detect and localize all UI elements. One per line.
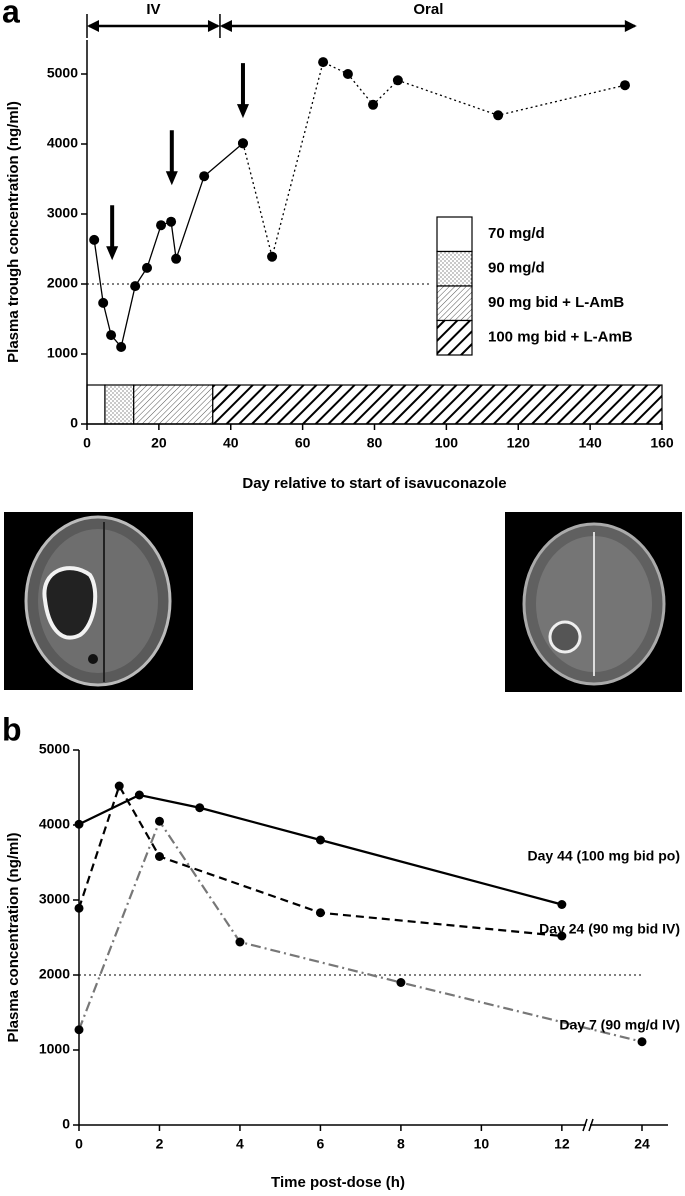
data-point bbox=[392, 75, 403, 86]
mri-image-right bbox=[505, 512, 682, 692]
x-tick-label: 2 bbox=[156, 1136, 164, 1152]
dose-arrow-head bbox=[106, 246, 119, 261]
x-tick-label: 80 bbox=[367, 435, 383, 451]
data-point bbox=[619, 80, 630, 91]
x-tick-label: 8 bbox=[397, 1136, 405, 1152]
data-point bbox=[154, 852, 164, 861]
data-point bbox=[315, 835, 325, 845]
data-point bbox=[342, 69, 353, 79]
x-tick-label: 100 bbox=[435, 435, 459, 451]
panel-label: b bbox=[2, 711, 22, 747]
y-axis-title: Plasma concentration (ng/ml) bbox=[5, 832, 22, 1042]
legend-label: 90 mg bid + L-AmB bbox=[488, 294, 624, 311]
data-point bbox=[637, 1037, 647, 1047]
data-point bbox=[156, 220, 167, 231]
x-tick-label: 4 bbox=[236, 1136, 244, 1152]
dose-arrow-head bbox=[236, 104, 249, 119]
data-point bbox=[74, 1025, 84, 1035]
y-tick-label: 4000 bbox=[47, 135, 78, 151]
period-label: IV bbox=[146, 1, 160, 18]
x-tick-label: 12 bbox=[554, 1136, 570, 1152]
y-tick-label: 1000 bbox=[47, 345, 78, 361]
regimen-bar bbox=[86, 384, 106, 425]
axis-break bbox=[582, 1118, 588, 1132]
data-point bbox=[368, 99, 379, 110]
axis-break bbox=[588, 1118, 594, 1132]
y-tick-label: 2000 bbox=[47, 275, 78, 291]
data-point bbox=[130, 281, 141, 292]
period-label: Oral bbox=[413, 1, 443, 18]
legend-label: 90 mg/d bbox=[488, 259, 545, 276]
regimen-bar bbox=[133, 384, 214, 425]
regimen-bar bbox=[212, 384, 663, 425]
y-tick-label: 3000 bbox=[47, 205, 78, 221]
x-tick-label: 140 bbox=[578, 435, 602, 451]
x-tick-label: 10 bbox=[474, 1136, 490, 1152]
x-tick-label: 20 bbox=[151, 435, 167, 451]
legend-swatch bbox=[436, 216, 473, 253]
data-point bbox=[98, 297, 109, 308]
data-point bbox=[199, 171, 210, 182]
data-point bbox=[114, 781, 124, 791]
x-tick-label: 60 bbox=[295, 435, 311, 451]
data-point bbox=[106, 330, 117, 341]
mri-image-left bbox=[4, 512, 193, 690]
y-tick-label: 5000 bbox=[47, 65, 78, 81]
legend-swatch bbox=[436, 319, 473, 356]
data-point bbox=[134, 790, 144, 800]
legend-swatch bbox=[436, 250, 473, 287]
series-label: Day 44 (100 mg bid po) bbox=[528, 848, 680, 864]
x-tick-label: 0 bbox=[75, 1136, 83, 1152]
series-label: Day 24 (90 mg bid IV) bbox=[539, 921, 680, 937]
data-point bbox=[195, 803, 205, 813]
data-point bbox=[396, 978, 406, 987]
data-point bbox=[557, 900, 567, 909]
dose-arrow-head bbox=[165, 171, 178, 186]
x-tick-label: 160 bbox=[650, 435, 674, 451]
legend-label: 70 mg/d bbox=[488, 225, 545, 242]
x-tick-label: 24 bbox=[634, 1136, 650, 1152]
y-tick-label: 1000 bbox=[39, 1041, 70, 1057]
series-label: Day 7 (90 mg/d IV) bbox=[559, 1017, 680, 1033]
y-tick-label: 2000 bbox=[39, 966, 70, 982]
y-tick-label: 5000 bbox=[39, 741, 70, 757]
x-axis-title: Time post-dose (h) bbox=[271, 1174, 405, 1191]
y-axis-title: Plasma trough concentration (ng/ml) bbox=[5, 101, 22, 363]
data-point bbox=[318, 57, 329, 68]
data-point bbox=[142, 262, 153, 273]
data-point bbox=[89, 234, 100, 245]
y-tick-label: 4000 bbox=[39, 816, 70, 832]
y-tick-label: 0 bbox=[62, 1116, 70, 1132]
data-point bbox=[116, 342, 127, 352]
data-point bbox=[237, 138, 248, 149]
panel-label: a bbox=[2, 0, 20, 29]
series-line bbox=[78, 793, 563, 906]
data-point bbox=[493, 110, 504, 121]
regimen-bar bbox=[104, 384, 135, 425]
data-point bbox=[171, 253, 182, 264]
y-tick-label: 3000 bbox=[39, 891, 70, 907]
series-line bbox=[242, 61, 626, 260]
x-tick-label: 120 bbox=[507, 435, 531, 451]
data-point bbox=[315, 908, 325, 918]
data-point bbox=[557, 931, 567, 941]
data-point bbox=[235, 937, 245, 947]
data-point bbox=[267, 251, 278, 262]
legend-label: 100 mg bid + L-AmB bbox=[488, 328, 633, 345]
data-point bbox=[74, 903, 84, 913]
data-point bbox=[166, 216, 177, 227]
legend-swatch bbox=[436, 285, 473, 322]
x-axis-title: Day relative to start of isavuconazole bbox=[242, 475, 506, 492]
x-tick-label: 40 bbox=[223, 435, 239, 451]
y-tick-label: 0 bbox=[70, 415, 78, 431]
x-tick-label: 0 bbox=[83, 435, 91, 451]
data-point bbox=[74, 819, 84, 829]
x-tick-label: 6 bbox=[317, 1136, 325, 1152]
data-point bbox=[154, 816, 164, 826]
